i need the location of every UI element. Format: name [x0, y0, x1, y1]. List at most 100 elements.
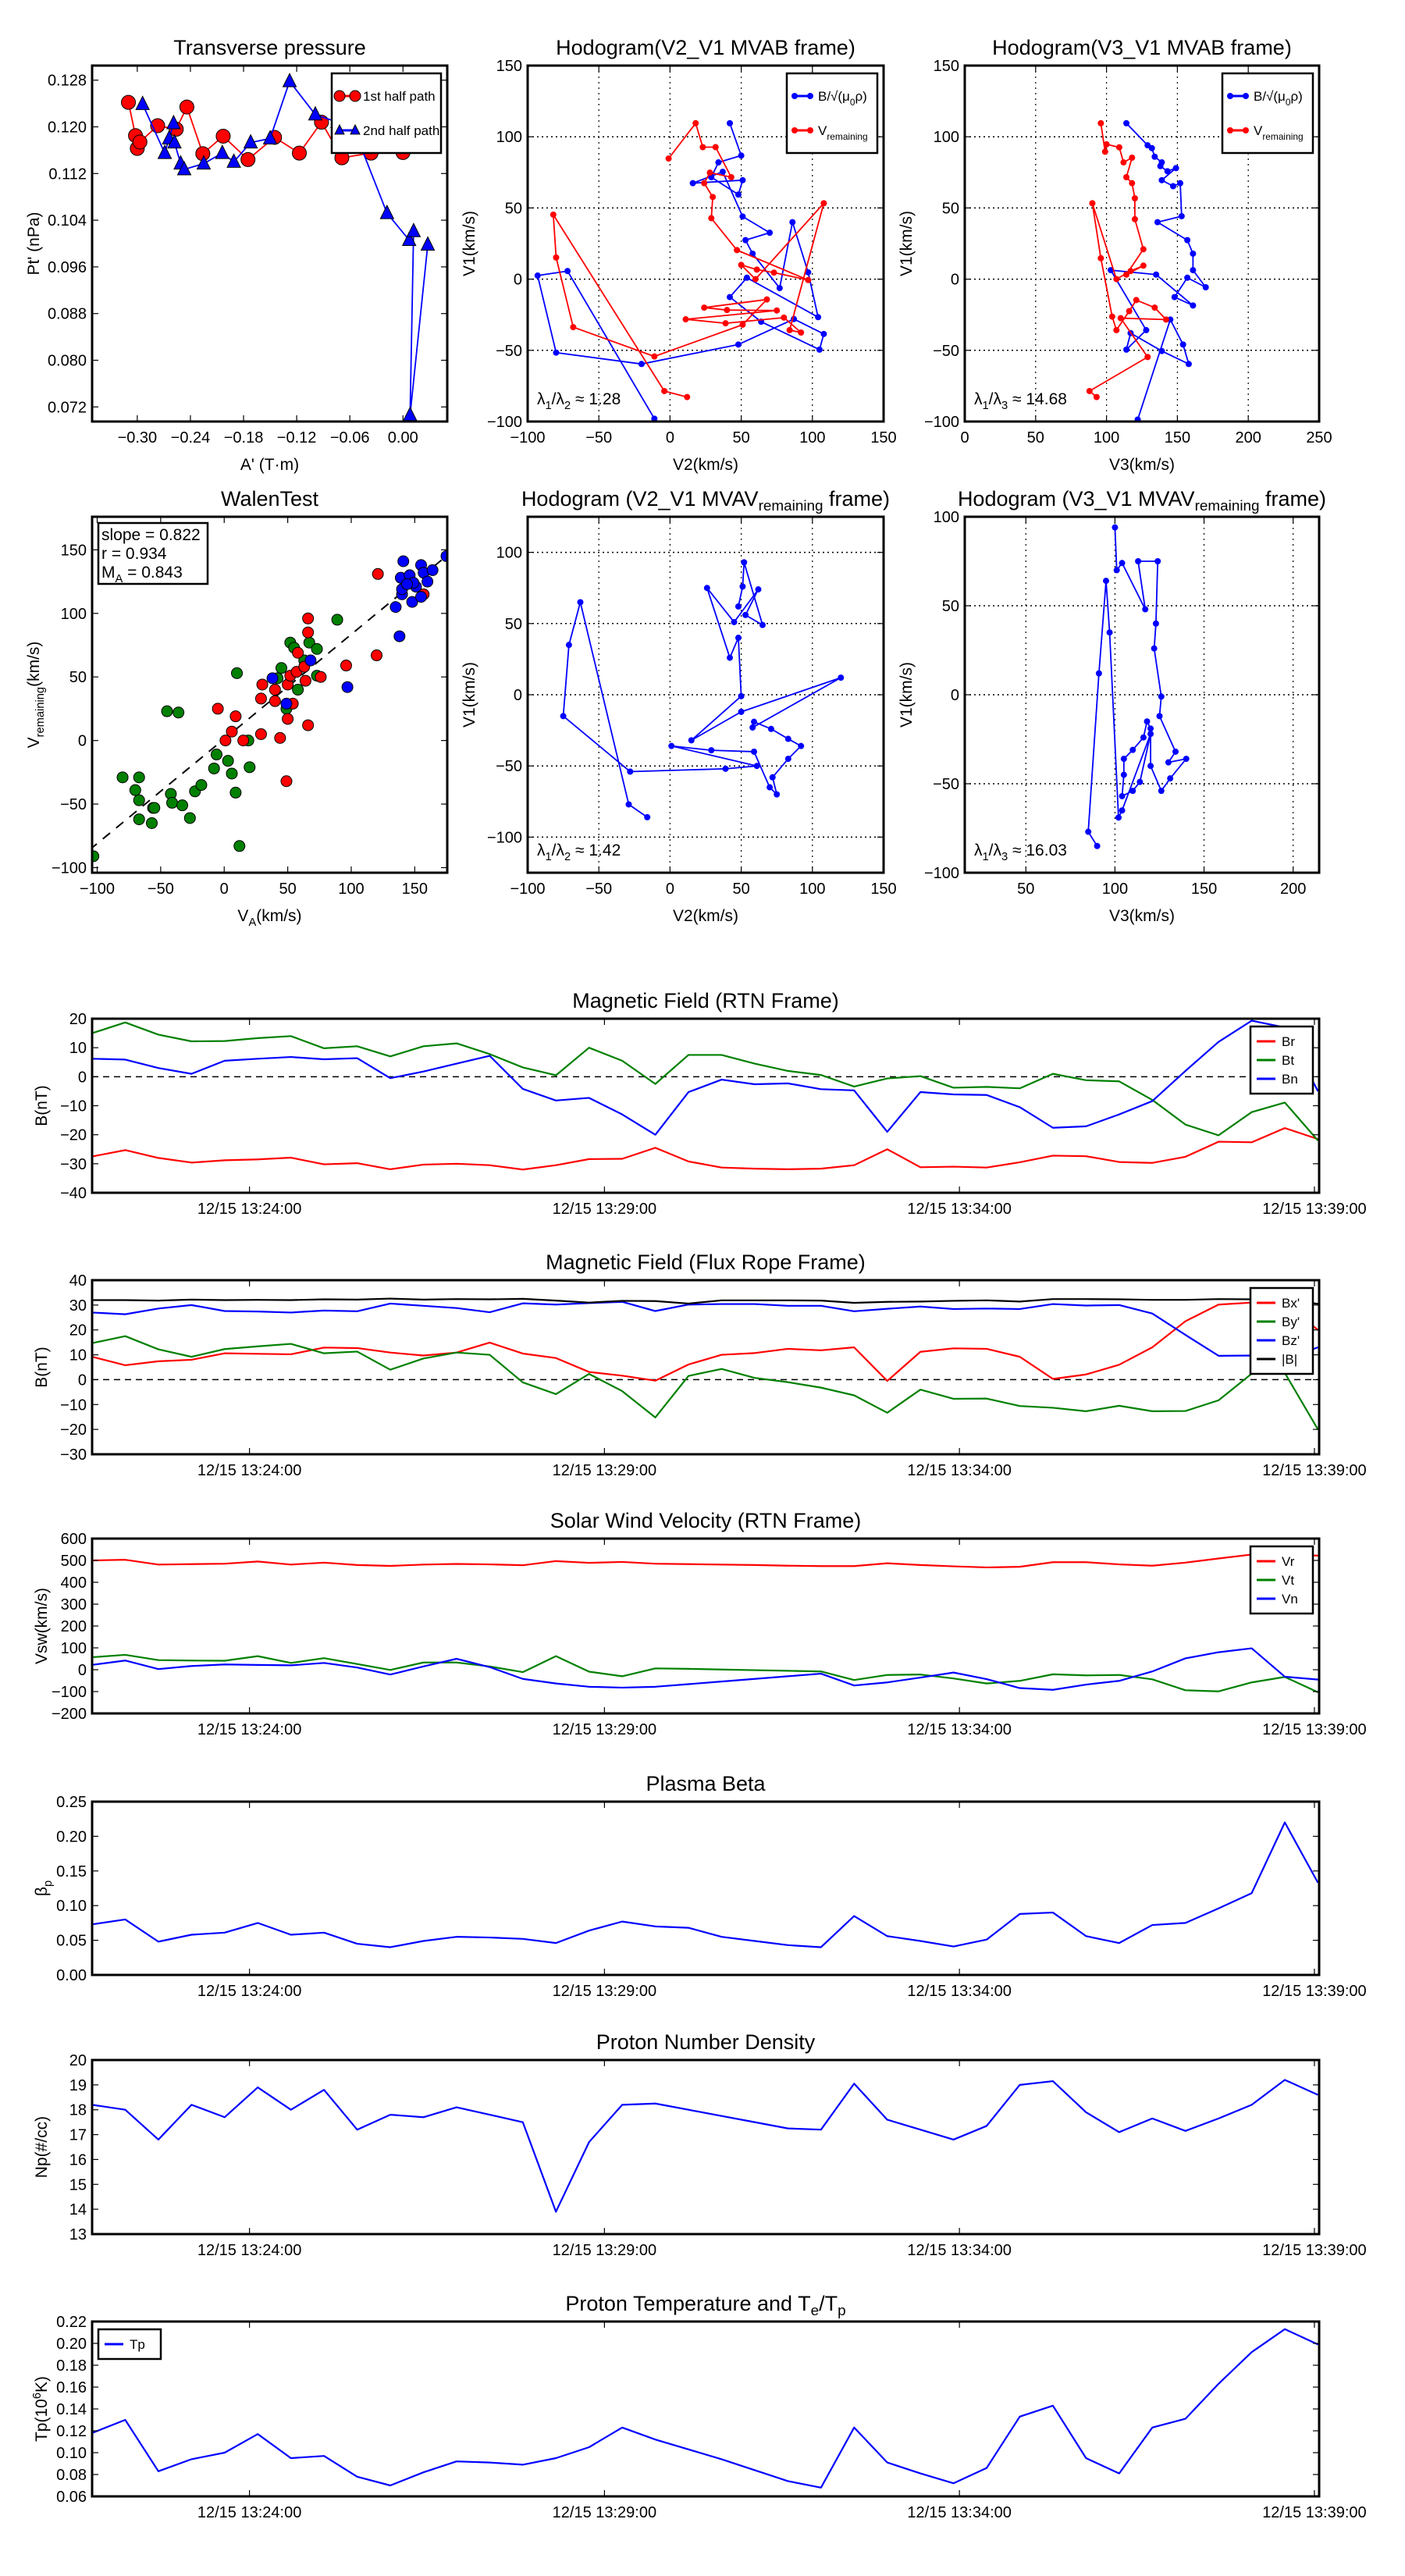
y-tick-label: 50: [505, 200, 522, 217]
data-point: [805, 276, 812, 283]
y-tick-label: 30: [69, 1297, 87, 1315]
y-tick-label: 0.06: [56, 2489, 87, 2506]
series-line: [1087, 527, 1187, 847]
data-point: [129, 784, 141, 796]
data-point: [1120, 159, 1127, 166]
series-Vr: [92, 1553, 1318, 1569]
data-point: [699, 144, 706, 151]
data-point: [816, 346, 823, 353]
data-point: [1184, 274, 1191, 281]
data-point: [838, 674, 845, 681]
x-tick-label: 150: [870, 429, 896, 447]
data-point: [254, 728, 267, 740]
x-tick-label: 12/15 13:24:00: [197, 2242, 301, 2259]
ratio-annotation: λ1/λ3 ≈ 14.68: [974, 390, 1067, 412]
chart-title: Hodogram(V2_V1 MVAB frame): [556, 36, 855, 59]
x-axis-label: V2(km/s): [673, 456, 738, 474]
data-point: [668, 742, 675, 749]
data-point: [1119, 807, 1126, 814]
plot-area: [92, 550, 447, 863]
x-axis-label: VA(km/s): [237, 907, 301, 929]
data-point: [1129, 746, 1136, 753]
chart-title: Hodogram (V2_V1 MVAVremaining frame): [521, 487, 890, 514]
y-tick-label: 0.25: [56, 1794, 87, 1811]
plot-area: [534, 119, 827, 422]
x-tick-label: −100: [510, 881, 545, 898]
y-axis-label: V1(km/s): [898, 211, 916, 276]
series-group-1: [92, 1821, 1319, 1948]
plot-area: [92, 2079, 1318, 2213]
plot-area: [92, 1019, 1319, 1171]
data-point: [1143, 326, 1150, 333]
y-tick-label: 50: [942, 598, 959, 615]
data-point: [1134, 416, 1141, 422]
x-tick-label: 100: [338, 881, 364, 898]
data-point: [183, 812, 196, 824]
data-point: [1093, 393, 1100, 400]
data-point: [215, 144, 230, 159]
data-point: [1151, 153, 1158, 160]
data-point: [1131, 215, 1138, 222]
data-point: [1243, 93, 1249, 99]
data-point: [1097, 119, 1104, 126]
y-tick-label: 15: [69, 2176, 87, 2194]
data-point: [274, 731, 286, 744]
x-tick-label: 50: [732, 881, 749, 898]
y-axis-label: Vremaining(km/s): [25, 642, 47, 749]
data-point: [229, 786, 242, 799]
data-point: [763, 296, 770, 303]
y-tick-label: 20: [69, 1322, 87, 1340]
legend-label: Bn: [1282, 1072, 1298, 1087]
data-point: [1227, 93, 1233, 99]
series-Bx': [92, 1301, 1319, 1382]
y-tick-label: 18: [69, 2102, 87, 2119]
series-line: [92, 1127, 1318, 1171]
y-tick-label: 0.22: [56, 2314, 87, 2331]
y-tick-label: −50: [933, 776, 959, 793]
legend-label: Br: [1282, 1034, 1295, 1049]
x-tick-label: 150: [402, 881, 428, 898]
data-point: [661, 387, 668, 394]
series-line: [92, 2079, 1318, 2213]
y-tick-label: −50: [60, 796, 87, 813]
data-point: [627, 768, 634, 775]
data-point: [715, 159, 722, 166]
data-point: [176, 799, 189, 812]
legend-label: Vt: [1282, 1573, 1294, 1588]
y-tick-label: 100: [934, 509, 959, 526]
series-line: [92, 1553, 1318, 1569]
axes-frame: [91, 1800, 1321, 1976]
x-tick-label: 0: [666, 429, 674, 447]
y-tick-label: −20: [60, 1421, 87, 1439]
x-tick-label: 12/15 13:34:00: [907, 1721, 1011, 1738]
data-point: [379, 205, 395, 219]
data-point: [1129, 155, 1136, 162]
data-point: [176, 160, 192, 176]
data-point: [820, 200, 827, 207]
x-tick-label: −0.30: [118, 429, 158, 447]
chart-plasma-beta: 12/15 13:24:00 12/15 13:29:00 12/15 13:34:…: [33, 1772, 1367, 2000]
y-tick-label: −100: [487, 829, 522, 846]
y-tick-label: −40: [60, 1185, 87, 1202]
series-line: [552, 122, 825, 398]
chart-proton-number-density: 12/15 13:24:00 12/15 13:29:00 12/15 13:34:…: [33, 2030, 1367, 2259]
data-point: [692, 119, 699, 126]
data-point: [244, 761, 256, 774]
legend-label: Vremaining: [818, 123, 868, 142]
chart-title: Hodogram(V3_V1 MVAB frame): [992, 36, 1292, 59]
legend-label: By': [1282, 1315, 1300, 1329]
data-point: [292, 145, 308, 161]
data-point: [565, 642, 572, 649]
data-point: [340, 660, 352, 672]
series-line: [92, 1647, 1318, 1691]
y-tick-label: 0.15: [56, 1863, 87, 1880]
y-tick-label: 0.05: [56, 1933, 87, 1950]
chart-hodogram-v2-v1-mvab: −100 −50 0 50 100 150 −100 −50 0 50 100 150 Hodogram…: [461, 36, 897, 474]
plot-area: [560, 559, 845, 820]
y-tick-label: 0.18: [56, 2357, 87, 2375]
y-tick-label: 400: [61, 1574, 87, 1592]
data-point: [727, 119, 734, 126]
data-point: [292, 683, 304, 696]
